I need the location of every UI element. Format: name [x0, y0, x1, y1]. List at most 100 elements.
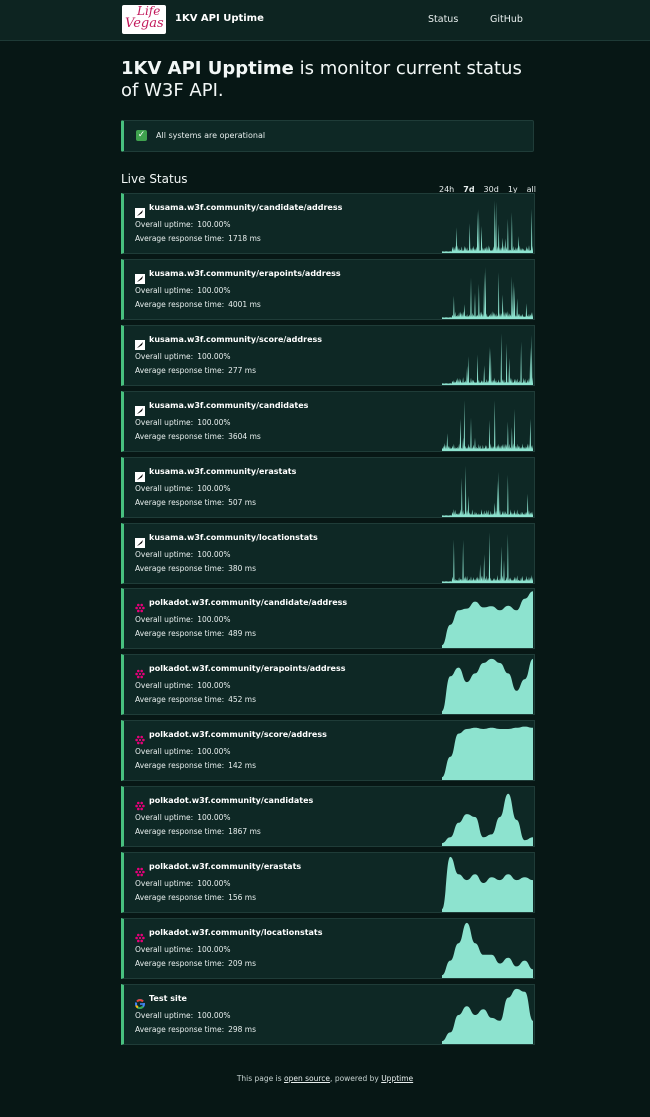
response-label: Average response time:	[135, 827, 225, 837]
uptime-label: Overall uptime:	[135, 681, 194, 691]
site-url[interactable]: kusama.w3f.community/score/address	[149, 334, 323, 344]
site-url[interactable]: polkadot.w3f.community/erastats	[149, 862, 302, 871]
site-card[interactable]: polkadot.w3f.community/erastats Overall u…	[121, 852, 535, 913]
response-label: Average response time:	[135, 563, 225, 573]
uptime-label: Overall uptime:	[135, 1010, 194, 1020]
site-card[interactable]: polkadot.w3f.community/candidates Overall…	[121, 786, 535, 848]
site-url[interactable]: polkadot.w3f.community/candidates	[149, 796, 314, 806]
site-url[interactable]: polkadot.w3f.community/locationstats	[149, 927, 323, 937]
response-label: Average response time:	[135, 1024, 225, 1034]
range-30d[interactable]: 30d	[483, 185, 499, 194]
response-label: Average response time:	[135, 695, 225, 705]
logo[interactable]: Life Vegas	[122, 5, 166, 34]
uptime-row: Overall uptime: 100.00%	[135, 484, 231, 493]
response-row: Average response time: 1718 ms	[135, 234, 261, 243]
response-time-chart	[442, 793, 533, 847]
response-row: Average response time: 489 ms	[135, 629, 256, 638]
uptime-value: 100.00%	[197, 220, 231, 229]
site-url[interactable]: kusama.w3f.community/locationstats	[149, 532, 318, 542]
range-all[interactable]: all	[526, 185, 536, 194]
uptime-row: Overall uptime: 100.00%	[135, 1011, 231, 1020]
uptime-value: 100.00%	[197, 615, 231, 625]
site-card[interactable]: kusama.w3f.community/locationstats Overal…	[121, 522, 535, 584]
uptime-label: Overall uptime:	[135, 747, 194, 757]
response-value: 489 ms	[228, 629, 257, 639]
uptime-label: Overall uptime:	[135, 615, 194, 625]
site-card[interactable]: polkadot.w3f.community/erapoints/address…	[121, 654, 535, 716]
uptime-row: Overall uptime: 100.00%	[135, 879, 231, 888]
range-24h[interactable]: 24h	[439, 185, 455, 194]
polkadot-icon	[135, 598, 145, 613]
site-url[interactable]: kusama.w3f.community/candidates	[149, 400, 309, 410]
site-card[interactable]: kusama.w3f.community/erapoints/address Ov…	[121, 258, 535, 320]
response-value: 277 ms	[228, 365, 257, 375]
site-url[interactable]: Test site	[149, 993, 187, 1003]
kusama-icon	[135, 533, 145, 548]
nav-link-github[interactable]: GitHub	[490, 14, 523, 25]
response-row: Average response time: 209 ms	[135, 959, 256, 968]
site-url[interactable]: kusama.w3f.community/candidate/address	[149, 203, 343, 212]
response-row: Average response time: 507 ms	[135, 498, 256, 507]
response-time-chart	[442, 332, 533, 385]
kusama-icon	[135, 401, 145, 416]
uptime-value: 100.00%	[197, 1010, 231, 1020]
site-card[interactable]: polkadot.w3f.community/locationstats Over…	[121, 917, 535, 979]
range-7d[interactable]: 7d	[463, 185, 475, 194]
footer: This page is open source, powered by Upp…	[0, 1074, 650, 1083]
response-time-sparkline	[442, 988, 533, 1044]
response-label: Average response time:	[135, 234, 225, 243]
brand-title[interactable]: 1KV API Uptime	[175, 13, 264, 24]
uptime-label: Overall uptime:	[135, 944, 194, 954]
time-range-selector: 24h 7d 30d 1y all	[430, 177, 536, 194]
site-card[interactable]: Test site Overall uptime: 100.00% Average r…	[121, 983, 535, 1045]
open-source-link[interactable]: open source	[284, 1074, 331, 1083]
uptime-row: Overall uptime: 100.00%	[135, 747, 231, 756]
heading-bold: 1KV API Upptime	[121, 58, 294, 79]
uptime-row: Overall uptime: 100.00%	[135, 220, 231, 229]
uptime-value: 100.00%	[197, 351, 231, 361]
response-row: Average response time: 277 ms	[135, 366, 256, 375]
response-row: Average response time: 4001 ms	[135, 300, 261, 309]
site-url[interactable]: polkadot.w3f.community/score/address	[149, 730, 327, 740]
site-url[interactable]: polkadot.w3f.community/erapoints/address	[149, 664, 346, 674]
site-card[interactable]: kusama.w3f.community/score/address Overal…	[121, 324, 535, 386]
uptime-row: Overall uptime: 100.00%	[135, 615, 231, 624]
response-time-sparkline	[442, 659, 533, 715]
site-card[interactable]: kusama.w3f.community/candidates Overall u…	[121, 390, 535, 452]
uptime-value: 100.00%	[197, 483, 231, 493]
uptime-row: Overall uptime: 100.00%	[135, 418, 231, 427]
response-label: Average response time:	[135, 365, 225, 375]
nav-link-status[interactable]: Status	[428, 14, 459, 25]
response-value: 1867 ms	[228, 827, 261, 837]
upptime-link[interactable]: Upptime	[381, 1074, 414, 1083]
uptime-value: 100.00%	[197, 285, 231, 295]
response-row: Average response time: 142 ms	[135, 761, 256, 770]
response-time-sparkline	[442, 793, 533, 847]
response-value: 142 ms	[228, 761, 257, 771]
response-time-sparkline	[442, 726, 533, 781]
site-url[interactable]: kusama.w3f.community/erastats	[149, 466, 297, 476]
response-value: 156 ms	[228, 893, 257, 902]
site-card[interactable]: polkadot.w3f.community/candidate/address…	[121, 588, 535, 650]
response-time-sparkline	[442, 922, 533, 978]
response-value: 4001 ms	[228, 299, 261, 309]
polkadot-icon	[135, 862, 145, 877]
uptime-label: Overall uptime:	[135, 417, 194, 427]
footer-prefix: This page is	[236, 1074, 285, 1083]
uptime-label: Overall uptime:	[135, 483, 194, 493]
uptime-value: 100.00%	[197, 681, 231, 691]
site-url[interactable]: polkadot.w3f.community/candidate/address	[149, 598, 348, 608]
kusama-icon	[135, 467, 145, 482]
uptime-row: Overall uptime: 100.00%	[135, 286, 231, 295]
uptime-label: Overall uptime:	[135, 285, 194, 295]
uptime-row: Overall uptime: 100.00%	[135, 352, 231, 361]
uptime-value: 100.00%	[197, 879, 231, 888]
site-card[interactable]: kusama.w3f.community/candidate/address Ov…	[121, 193, 535, 254]
site-card[interactable]: polkadot.w3f.community/score/address Over…	[121, 720, 535, 782]
range-1y[interactable]: 1y	[507, 185, 518, 194]
response-time-chart	[442, 591, 533, 649]
kusama-icon	[135, 203, 145, 218]
site-url[interactable]: kusama.w3f.community/erapoints/address	[149, 268, 341, 278]
site-card[interactable]: kusama.w3f.community/erastats Overall upt…	[121, 456, 535, 518]
google-icon	[135, 994, 145, 1009]
